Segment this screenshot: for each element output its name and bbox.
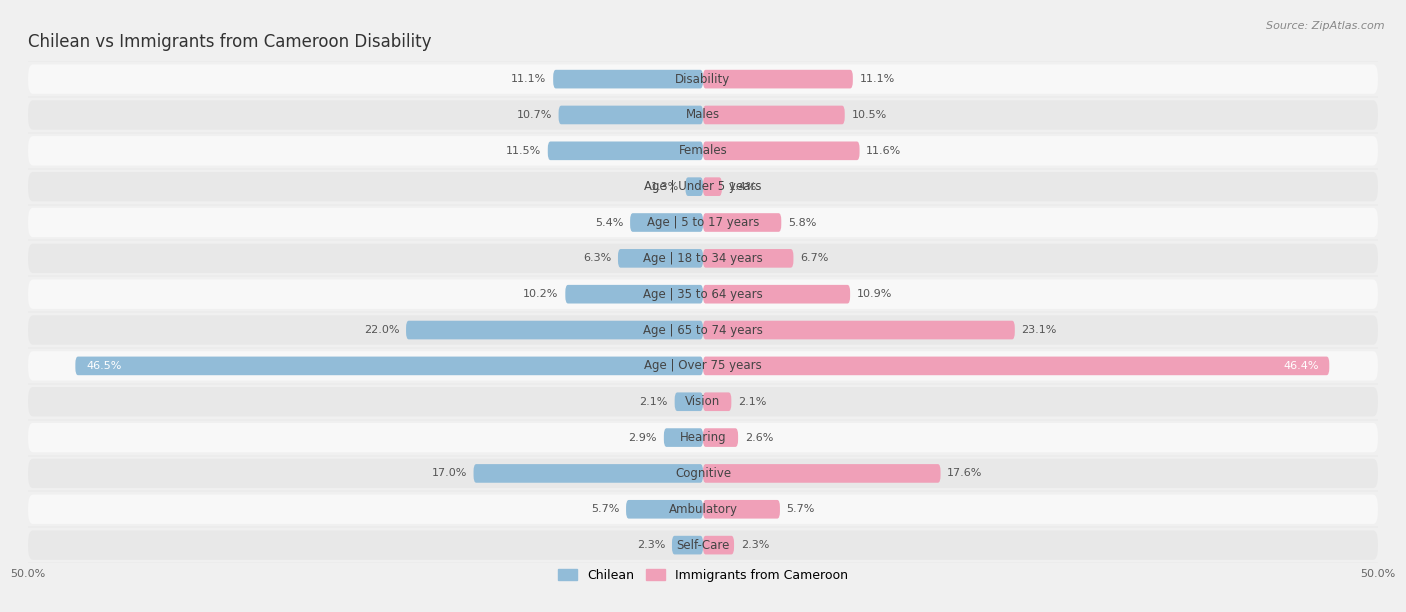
Text: 2.6%: 2.6% xyxy=(745,433,773,442)
Text: Age | Over 75 years: Age | Over 75 years xyxy=(644,359,762,372)
FancyBboxPatch shape xyxy=(28,100,1378,130)
FancyBboxPatch shape xyxy=(28,387,1378,416)
FancyBboxPatch shape xyxy=(28,64,1378,94)
Text: Hearing: Hearing xyxy=(679,431,727,444)
FancyBboxPatch shape xyxy=(703,428,738,447)
Text: Self-Care: Self-Care xyxy=(676,539,730,551)
FancyBboxPatch shape xyxy=(474,464,703,483)
FancyBboxPatch shape xyxy=(703,249,793,267)
FancyBboxPatch shape xyxy=(703,177,721,196)
Text: Females: Females xyxy=(679,144,727,157)
Text: Ambulatory: Ambulatory xyxy=(668,503,738,516)
Text: 10.7%: 10.7% xyxy=(516,110,551,120)
FancyBboxPatch shape xyxy=(664,428,703,447)
FancyBboxPatch shape xyxy=(28,423,1378,452)
FancyBboxPatch shape xyxy=(703,357,1329,375)
Text: Disability: Disability xyxy=(675,73,731,86)
Text: 22.0%: 22.0% xyxy=(364,325,399,335)
Text: 46.5%: 46.5% xyxy=(86,361,121,371)
FancyBboxPatch shape xyxy=(28,172,1378,201)
FancyBboxPatch shape xyxy=(672,536,703,554)
FancyBboxPatch shape xyxy=(703,321,1015,340)
Text: 5.7%: 5.7% xyxy=(787,504,815,514)
Text: 2.9%: 2.9% xyxy=(628,433,657,442)
Text: 2.1%: 2.1% xyxy=(738,397,766,407)
Text: Source: ZipAtlas.com: Source: ZipAtlas.com xyxy=(1267,21,1385,31)
Text: 10.5%: 10.5% xyxy=(852,110,887,120)
FancyBboxPatch shape xyxy=(703,141,859,160)
Text: 17.6%: 17.6% xyxy=(948,468,983,479)
Text: Males: Males xyxy=(686,108,720,121)
Text: 11.6%: 11.6% xyxy=(866,146,901,156)
FancyBboxPatch shape xyxy=(630,213,703,232)
Text: 5.4%: 5.4% xyxy=(595,217,623,228)
FancyBboxPatch shape xyxy=(28,531,1378,560)
Text: 46.4%: 46.4% xyxy=(1284,361,1319,371)
FancyBboxPatch shape xyxy=(675,392,703,411)
FancyBboxPatch shape xyxy=(703,392,731,411)
Text: 6.7%: 6.7% xyxy=(800,253,828,263)
FancyBboxPatch shape xyxy=(28,351,1378,381)
Text: Vision: Vision xyxy=(685,395,721,408)
Text: 23.1%: 23.1% xyxy=(1022,325,1057,335)
Text: Age | 65 to 74 years: Age | 65 to 74 years xyxy=(643,324,763,337)
Text: Age | 18 to 34 years: Age | 18 to 34 years xyxy=(643,252,763,265)
Text: 2.3%: 2.3% xyxy=(637,540,665,550)
FancyBboxPatch shape xyxy=(406,321,703,340)
Text: 2.1%: 2.1% xyxy=(640,397,668,407)
Text: Cognitive: Cognitive xyxy=(675,467,731,480)
FancyBboxPatch shape xyxy=(28,208,1378,237)
FancyBboxPatch shape xyxy=(548,141,703,160)
Text: Age | Under 5 years: Age | Under 5 years xyxy=(644,180,762,193)
Text: 1.3%: 1.3% xyxy=(651,182,679,192)
FancyBboxPatch shape xyxy=(626,500,703,518)
FancyBboxPatch shape xyxy=(28,459,1378,488)
FancyBboxPatch shape xyxy=(28,244,1378,273)
FancyBboxPatch shape xyxy=(28,136,1378,165)
Text: 11.1%: 11.1% xyxy=(512,74,547,84)
FancyBboxPatch shape xyxy=(28,280,1378,309)
FancyBboxPatch shape xyxy=(703,285,851,304)
Text: 11.5%: 11.5% xyxy=(506,146,541,156)
Text: 2.3%: 2.3% xyxy=(741,540,769,550)
Text: 5.8%: 5.8% xyxy=(787,217,817,228)
Text: Age | 35 to 64 years: Age | 35 to 64 years xyxy=(643,288,763,300)
FancyBboxPatch shape xyxy=(703,213,782,232)
Text: Chilean vs Immigrants from Cameroon Disability: Chilean vs Immigrants from Cameroon Disa… xyxy=(28,33,432,51)
FancyBboxPatch shape xyxy=(76,357,703,375)
Text: 11.1%: 11.1% xyxy=(859,74,894,84)
FancyBboxPatch shape xyxy=(558,106,703,124)
FancyBboxPatch shape xyxy=(28,494,1378,524)
FancyBboxPatch shape xyxy=(703,70,853,89)
Text: 10.9%: 10.9% xyxy=(856,289,893,299)
Text: Age | 5 to 17 years: Age | 5 to 17 years xyxy=(647,216,759,229)
Text: 5.7%: 5.7% xyxy=(591,504,619,514)
FancyBboxPatch shape xyxy=(553,70,703,89)
FancyBboxPatch shape xyxy=(686,177,703,196)
FancyBboxPatch shape xyxy=(28,315,1378,345)
FancyBboxPatch shape xyxy=(565,285,703,304)
FancyBboxPatch shape xyxy=(703,536,734,554)
FancyBboxPatch shape xyxy=(619,249,703,267)
FancyBboxPatch shape xyxy=(703,106,845,124)
FancyBboxPatch shape xyxy=(703,464,941,483)
Legend: Chilean, Immigrants from Cameroon: Chilean, Immigrants from Cameroon xyxy=(553,564,853,587)
Text: 6.3%: 6.3% xyxy=(583,253,612,263)
FancyBboxPatch shape xyxy=(703,500,780,518)
Text: 1.4%: 1.4% xyxy=(728,182,756,192)
Text: 10.2%: 10.2% xyxy=(523,289,558,299)
Text: 17.0%: 17.0% xyxy=(432,468,467,479)
